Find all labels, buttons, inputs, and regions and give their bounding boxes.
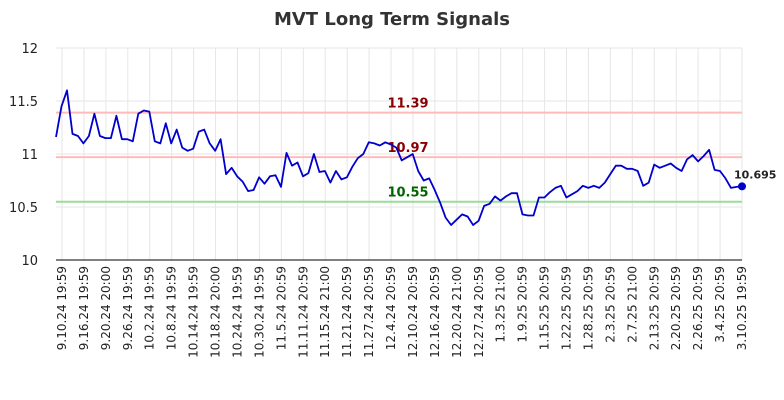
chart-grid <box>56 47 743 261</box>
x-tick-label: 1.15.25 20:59 <box>538 266 552 350</box>
chart-title: MVT Long Term Signals <box>274 9 510 30</box>
chart-axes: 10 10.5 11 11.5 12 9.10.24 19:59 9.16.24 19:59… <box>9 42 749 358</box>
x-tick-label: 12.10.24 20:59 <box>406 266 420 358</box>
x-tick-label: 10.24.24 19:59 <box>230 266 244 358</box>
y-tick-label: 12 <box>21 42 38 57</box>
x-tick-label: 2.3.25 20:59 <box>603 266 617 343</box>
x-tick-label: 11.11.24 20:59 <box>296 266 310 358</box>
y-tick-label: 10.5 <box>9 201 38 216</box>
x-tick-label: 2.13.25 20:59 <box>647 266 661 350</box>
x-tick-label: 11.27.24 20:59 <box>362 266 376 358</box>
x-tick-label: 10.30.24 19:59 <box>252 266 266 358</box>
y-tick-label: 11.5 <box>9 95 38 110</box>
x-tick-label: 3.4.25 20:59 <box>713 266 727 343</box>
last-value-label: 10.695 <box>734 168 776 181</box>
x-tick-label: 10.8.24 19:59 <box>165 266 179 350</box>
x-tick-label: 12.16.24 20:59 <box>428 266 442 358</box>
x-tick-label: 9.20.24 20:00 <box>99 266 113 350</box>
x-tick-label: 10.2.24 19:59 <box>143 266 157 350</box>
price-line <box>55 89 743 226</box>
y-tick-label: 10 <box>21 254 38 269</box>
x-tick-label: 9.26.24 19:59 <box>121 266 135 350</box>
x-tick-label: 1.3.25 21:00 <box>494 266 508 343</box>
x-tick-label: 9.16.24 19:59 <box>77 266 91 350</box>
x-tick-label: 10.14.24 19:59 <box>187 266 201 358</box>
last-point-marker <box>738 182 746 191</box>
y-tick-label: 11 <box>21 148 38 163</box>
x-tick-label: 1.22.25 20:59 <box>560 266 574 350</box>
x-tick-label: 11.5.24 20:59 <box>274 266 288 350</box>
x-tick-label: 3.10.25 19:59 <box>735 266 749 350</box>
signal-line-label: 11.39 <box>387 97 428 112</box>
x-tick-label: 10.18.24 20:00 <box>209 266 223 358</box>
x-tick-label: 11.15.24 21:00 <box>318 266 332 358</box>
x-tick-label: 1.28.25 20:59 <box>581 266 595 350</box>
x-tick-label: 2.26.25 20:59 <box>691 266 705 350</box>
x-tick-label: 2.7.25 21:00 <box>625 266 639 343</box>
x-tick-label: 1.9.25 20:59 <box>516 266 530 343</box>
x-tick-label: 12.4.24 20:59 <box>384 266 398 350</box>
x-tick-label: 12.20.24 21:00 <box>450 266 464 358</box>
x-tick-label: 9.10.24 19:59 <box>55 266 69 350</box>
price-series: 10.695 <box>55 89 776 226</box>
x-tick-label: 12.27.24 20:59 <box>472 266 486 358</box>
x-tick-label: 2.20.25 20:59 <box>669 266 683 350</box>
x-tick-label: 11.21.24 20:59 <box>340 266 354 358</box>
signal-line-label: 10.55 <box>387 186 428 201</box>
signal-line-label: 10.97 <box>387 141 428 156</box>
signal-lines: 11.39 10.97 10.55 <box>56 97 742 203</box>
